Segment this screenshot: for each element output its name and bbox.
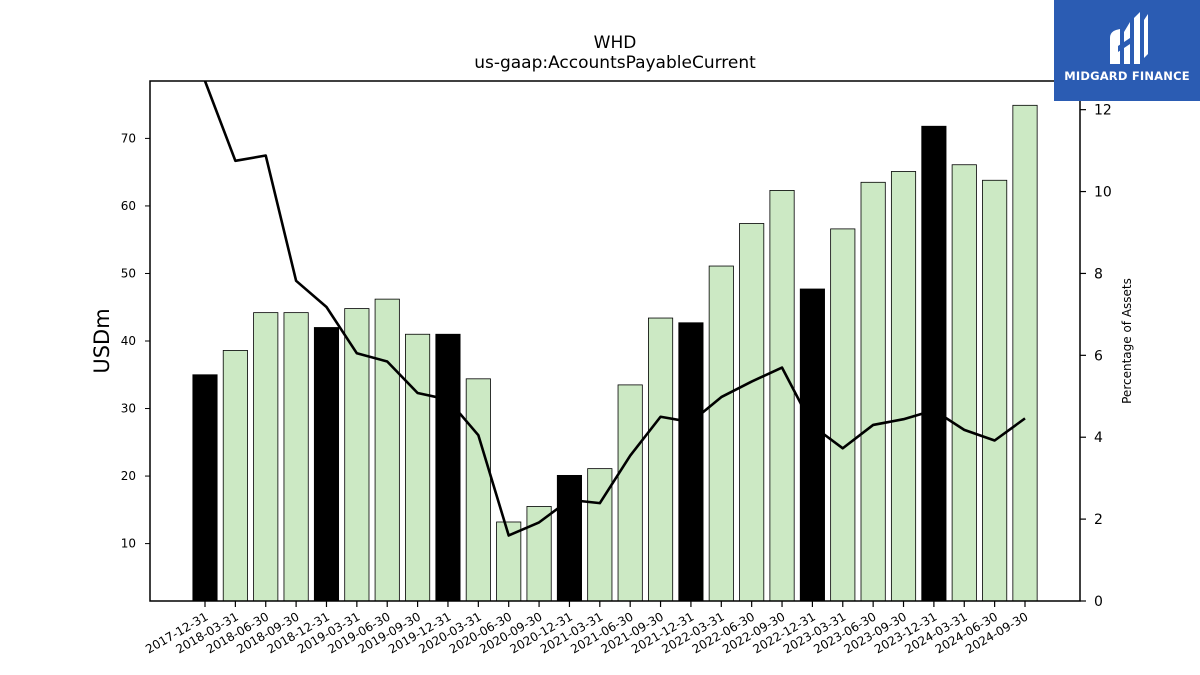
y2-tick-label: 10 xyxy=(1094,185,1112,201)
chart-subtitle: us-gaap:AccountsPayableCurrent xyxy=(474,53,756,73)
bar-2021-12-31 xyxy=(678,322,704,602)
y2-tick-label: 0 xyxy=(1094,594,1103,610)
y2-tick-label: 6 xyxy=(1094,348,1103,364)
bar-2017-12-31 xyxy=(192,374,218,602)
bar-2019-06-30 xyxy=(374,298,400,602)
percentage-line xyxy=(203,80,1026,537)
bar-2020-09-30 xyxy=(526,506,552,602)
bar-2018-12-31 xyxy=(313,327,340,602)
y-tick-label: 30 xyxy=(121,402,136,416)
chart-title: WHD xyxy=(594,33,637,53)
bar-2020-03-31 xyxy=(465,378,491,602)
y2-axis-label: Percentage of Assets xyxy=(1120,278,1134,404)
y-tick-label: 70 xyxy=(121,131,136,145)
bar-2022-06-30 xyxy=(739,223,765,602)
bar-2021-06-30 xyxy=(617,384,643,602)
bar-2019-12-31 xyxy=(435,333,461,602)
y-axis-left: 10 20 30 40 50 60 70 xyxy=(121,131,150,551)
bar-2018-06-30 xyxy=(253,312,279,602)
y-axis-label: USDm xyxy=(90,308,114,373)
logo-mark-icon xyxy=(1110,12,1148,64)
y2-tick-label: 4 xyxy=(1094,430,1103,446)
x-axis: 2017-12-312018-03-312018-06-302018-09-30… xyxy=(143,601,1031,656)
logo-text: MIDGARD FINANCE xyxy=(1064,69,1190,83)
bar-2021-09-30 xyxy=(648,317,674,602)
y-axis-right: 0 2 4 6 8 10 12 xyxy=(1080,103,1112,610)
y-tick-label: 50 xyxy=(121,266,136,280)
bar-2019-09-30 xyxy=(405,333,431,602)
bar-2024-03-31 xyxy=(951,164,977,602)
bar-2024-06-30 xyxy=(982,179,1008,602)
y-tick-label: 20 xyxy=(121,469,136,483)
bar-2018-03-31 xyxy=(222,350,248,602)
bar-2023-12-31 xyxy=(921,125,947,602)
bar-2022-09-30 xyxy=(769,190,795,602)
bar-2020-12-31 xyxy=(556,474,582,602)
brand-logo: MIDGARD FINANCE xyxy=(1054,0,1200,101)
bar-2023-06-30 xyxy=(860,181,886,602)
y2-tick-label: 8 xyxy=(1094,266,1103,282)
y2-tick-label: 12 xyxy=(1094,103,1112,119)
bar-2024-09-30 xyxy=(1012,104,1038,602)
y-tick-label: 10 xyxy=(121,537,136,551)
bar-2018-09-30 xyxy=(283,312,309,602)
bars-group xyxy=(192,104,1038,602)
bar-2023-09-30 xyxy=(890,171,917,602)
bar-2022-12-31 xyxy=(799,288,825,602)
bar-2019-03-31 xyxy=(344,308,370,602)
bar-2023-03-31 xyxy=(830,228,856,602)
y-tick-label: 40 xyxy=(121,334,136,348)
bar-2022-03-31 xyxy=(708,265,734,602)
y2-tick-label: 2 xyxy=(1094,512,1103,528)
y-tick-label: 60 xyxy=(121,199,136,213)
